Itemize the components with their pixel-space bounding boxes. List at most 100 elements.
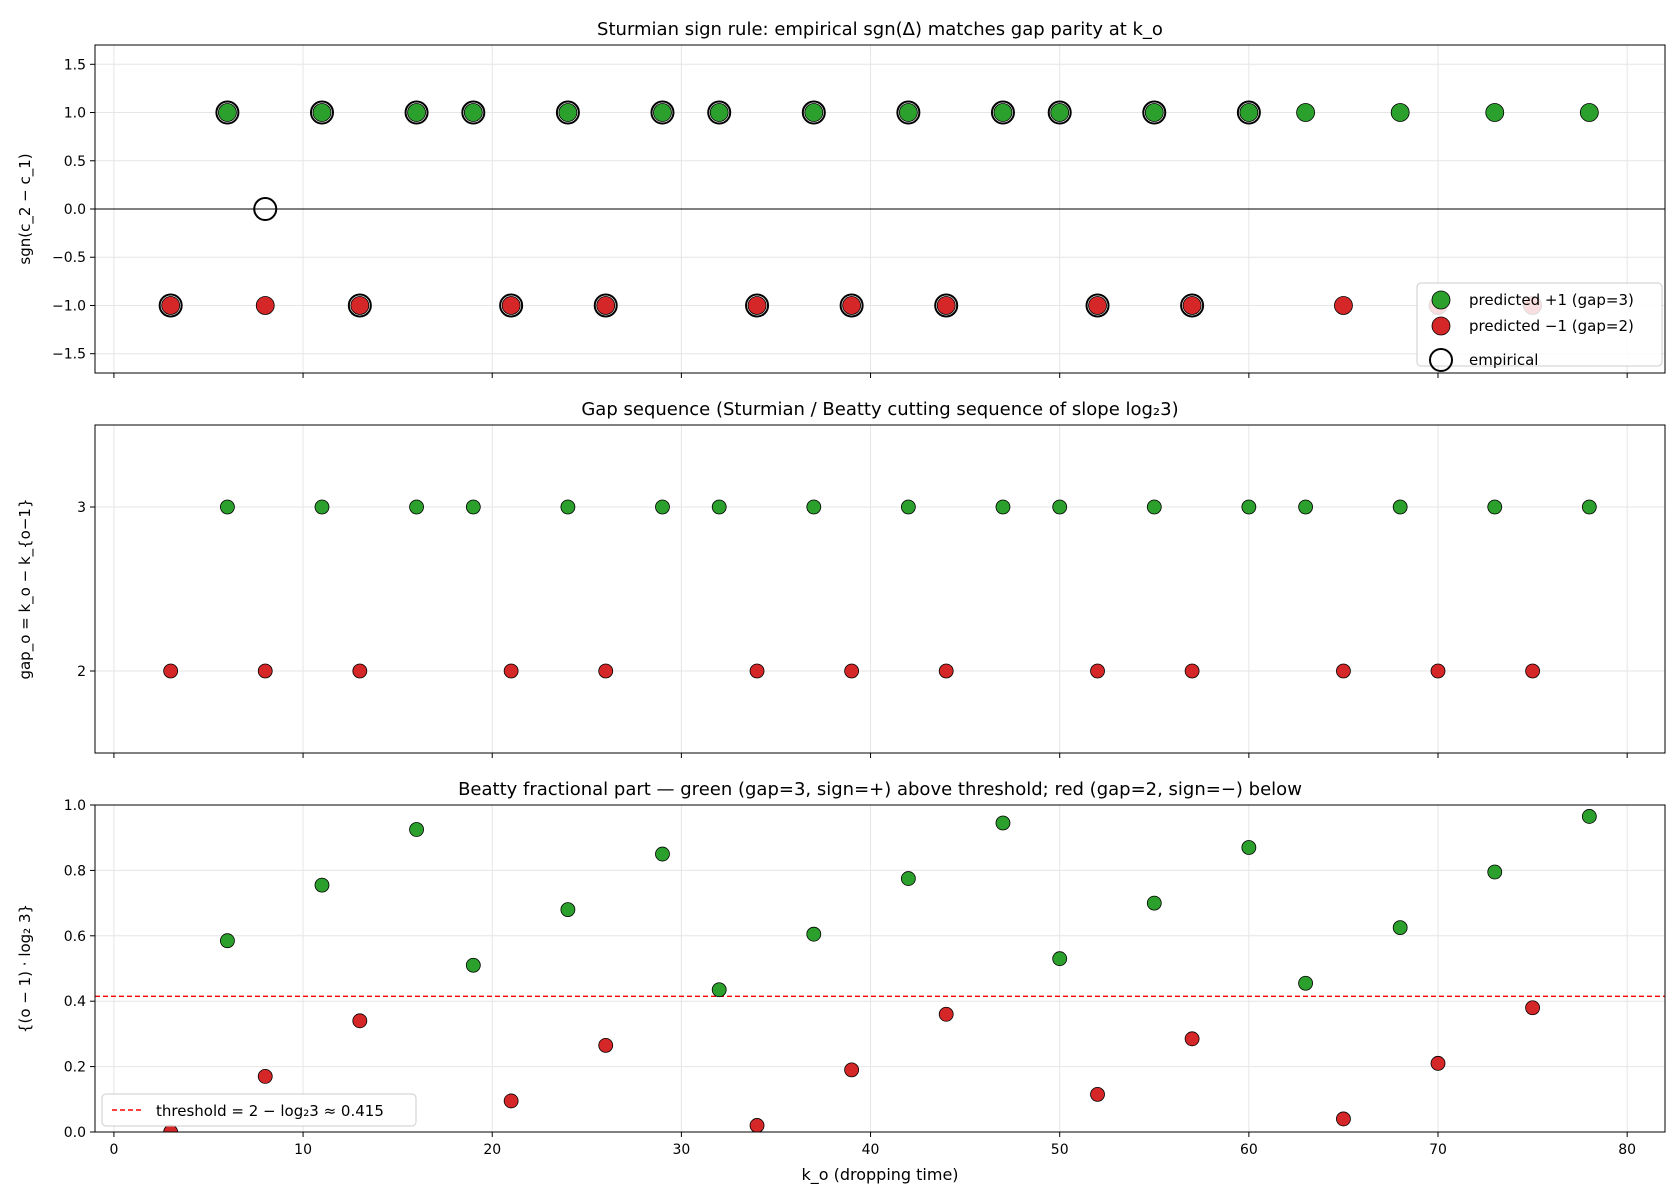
x-axis-label: k_o (dropping time) (801, 1165, 958, 1185)
data-point (1579, 103, 1599, 122)
data-point (747, 296, 767, 315)
data-point (655, 846, 670, 862)
panel-title: Beatty fractional part — green (gap=3, s… (458, 779, 1302, 800)
y-tick-label: −0.5 (52, 250, 86, 266)
data-point (1239, 103, 1259, 122)
x-tick-label: 10 (294, 1142, 312, 1158)
y-tick-label: 0.8 (64, 863, 86, 879)
empirical-point (990, 100, 1015, 125)
legend-label: threshold = 2 − log₂3 ≈ 0.415 (156, 1102, 384, 1120)
empirical-point (1142, 100, 1167, 125)
empirical-point (593, 293, 618, 318)
data-point (1241, 840, 1257, 855)
empirical-point (461, 100, 486, 125)
legend-label: predicted +1 (gap=3) (1469, 291, 1634, 309)
x-tick-label: 60 (1240, 1142, 1258, 1158)
panel-3: 0 10 20 30 40 50 60 70 80 0.0 0.2 0.4 0.6 0.8 1.0 Beatt… (16, 779, 1666, 1158)
data-point (1390, 103, 1410, 122)
y-tick-label: 0.0 (64, 202, 86, 218)
y-tick-label: 1.0 (64, 106, 86, 122)
data-point (161, 296, 181, 315)
data-point (1334, 296, 1353, 315)
data-point (1581, 499, 1597, 515)
data-point (1052, 951, 1068, 967)
data-point (900, 871, 916, 886)
data-point (350, 296, 370, 315)
data-point (1182, 296, 1202, 315)
data-point (1392, 499, 1408, 515)
legend-box (101, 1093, 417, 1127)
y-tick-label: 0.2 (64, 1060, 86, 1076)
legend: threshold = 2 − log₂3 ≈ 0.415 (101, 1093, 417, 1127)
data-point (993, 103, 1013, 122)
data-point (560, 902, 576, 918)
y-tick-label: 0.4 (64, 994, 86, 1010)
legend: predicted +1 (gap=3) predicted −1 (gap=2)… (1416, 282, 1663, 372)
data-point (900, 499, 916, 515)
empirical-point (745, 293, 770, 318)
data-point (1090, 1086, 1105, 1102)
empirical-point (158, 293, 183, 318)
x-tick-label: 20 (483, 1142, 501, 1158)
data-point (220, 499, 235, 515)
data-point (352, 1013, 368, 1029)
data-point (1146, 499, 1162, 515)
data-point (352, 663, 368, 679)
y-tick-label: −1.5 (52, 347, 86, 363)
data-point (558, 103, 578, 122)
data-point (1144, 103, 1164, 122)
legend-label: empirical (1469, 351, 1538, 369)
data-point (1241, 499, 1257, 515)
data-point (1146, 895, 1162, 911)
empirical-point (896, 100, 921, 125)
y-axis-label: {(o − 1) · log₂ 3} (16, 904, 34, 1033)
data-point (409, 499, 424, 515)
x-tick-label: 40 (862, 1142, 880, 1158)
data-point (1485, 103, 1505, 122)
data-point (711, 982, 727, 998)
y-tick-label: 0.5 (64, 154, 86, 170)
data-point (218, 103, 237, 122)
empirical-point (1180, 293, 1205, 318)
data-point (314, 877, 330, 893)
data-point (1336, 1111, 1351, 1127)
data-point (465, 957, 481, 973)
legend-label: predicted −1 (gap=2) (1469, 317, 1634, 335)
y-tick-label: 2 (77, 664, 86, 680)
data-point (936, 296, 956, 315)
data-point (1298, 975, 1314, 991)
data-point (1052, 499, 1068, 515)
axes-frame (94, 44, 1666, 374)
y-tick-label: 0.0 (64, 1125, 86, 1141)
data-point (407, 103, 426, 122)
data-point (842, 296, 862, 315)
data-point (1090, 663, 1105, 679)
empirical-point (707, 100, 732, 125)
data-point (1392, 920, 1408, 936)
panel-title: Gap sequence (Sturmian / Beatty cutting … (581, 399, 1178, 420)
empirical-point (934, 293, 959, 318)
empirical-point (215, 100, 240, 125)
data-point (844, 663, 860, 679)
y-tick-label: 1.0 (64, 798, 86, 814)
x-tick-label: 70 (1429, 1142, 1447, 1158)
data-marks (163, 809, 1597, 1132)
empirical-point (347, 293, 372, 318)
data-point (1525, 663, 1540, 679)
empirical-point (499, 293, 524, 318)
data-point (711, 499, 727, 515)
data-point (312, 103, 332, 122)
panel-2: 2 3 Gap sequence (Sturmian / Beatty cuttin… (16, 399, 1666, 758)
x-tick-label: 0 (109, 1142, 118, 1158)
legend-marker (1429, 348, 1453, 372)
empirical-point (650, 100, 675, 125)
data-point (1184, 663, 1200, 679)
legend-box (1416, 282, 1663, 367)
data-point (938, 1006, 954, 1022)
data-point (465, 499, 481, 515)
data-point (1296, 103, 1316, 122)
data-point (1487, 499, 1503, 515)
data-point (598, 1037, 614, 1053)
data-point (806, 926, 822, 942)
